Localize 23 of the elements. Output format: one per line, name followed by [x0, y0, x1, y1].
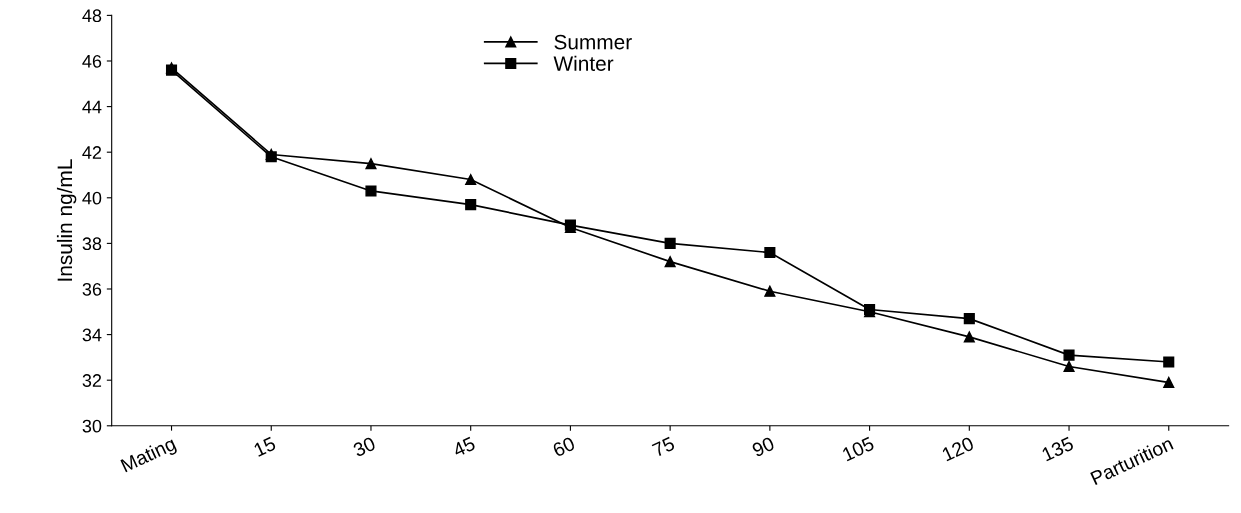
- y-tick-label: 34: [82, 328, 102, 342]
- y-tick-label: 30: [82, 419, 102, 433]
- x-tick-label: 120: [941, 436, 975, 462]
- y-tick-label: 38: [82, 237, 102, 251]
- y-axis-title: Insulin ng/mL: [56, 159, 77, 281]
- x-tick-label: 30: [352, 436, 377, 458]
- legend-label: Winter: [553, 55, 614, 71]
- x-tick-label: 90: [751, 436, 776, 458]
- x-tick-label: 105: [841, 436, 875, 462]
- x-tick-label: Mating: [120, 436, 179, 476]
- x-tick-label: 15: [253, 436, 277, 457]
- x-tick-label: 135: [1041, 436, 1075, 462]
- y-tick-label: 48: [82, 9, 102, 23]
- x-tick-label: 45: [451, 436, 476, 458]
- y-tick-label: 32: [82, 374, 102, 387]
- y-tick-label: 44: [82, 100, 102, 114]
- y-tick-label: 40: [82, 191, 102, 205]
- legend-label: Summer: [554, 34, 632, 50]
- y-tick-label: 36: [82, 282, 102, 296]
- y-tick-label: 42: [82, 146, 102, 159]
- x-tick-label: 60: [551, 436, 576, 458]
- y-tick-label: 46: [82, 54, 102, 68]
- x-tick-label: 75: [651, 436, 676, 458]
